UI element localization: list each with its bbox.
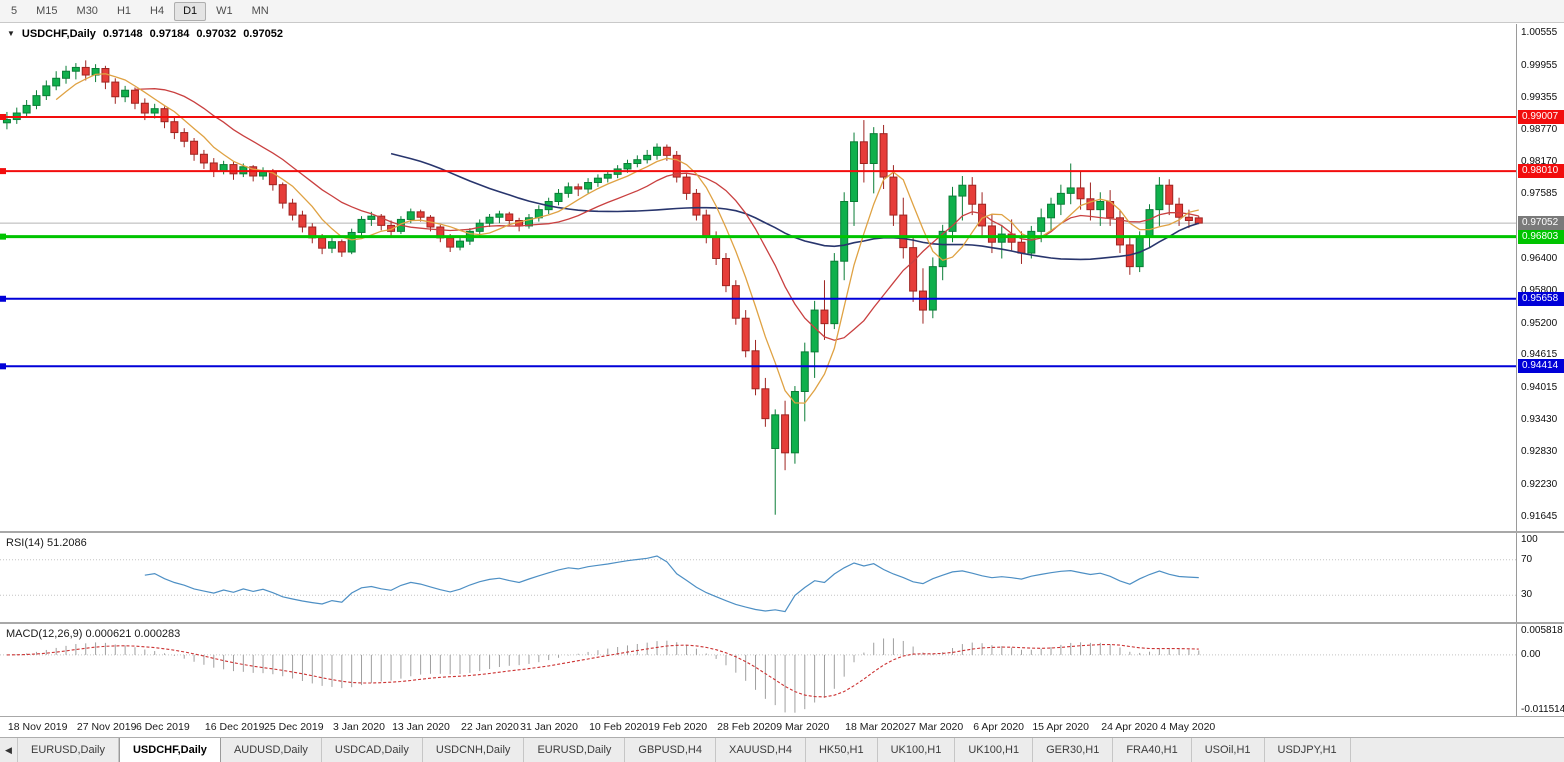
time-axis-label: 4 May 2020 — [1160, 721, 1216, 733]
timeframe-button-w1[interactable]: W1 — [216, 4, 233, 17]
time-axis-label: 25 Dec 2019 — [264, 721, 324, 733]
time-axis-label: 9 Mar 2020 — [776, 721, 830, 733]
price-tag-0.98010: 0.98010 — [1518, 164, 1564, 179]
hline-anchor — [0, 168, 6, 175]
chart-tabs-bar: ◀ EURUSD,Daily USDCHF,Daily AUDUSD,Daily USD… — [0, 737, 1564, 762]
axis-label: 0.005818 — [1521, 625, 1563, 636]
time-axis-label: 27 Nov 2019 — [76, 721, 137, 733]
ohlc-close: 0.97052 — [243, 28, 283, 40]
chart-tab-audusd-daily[interactable]: AUDUSD,Daily — [221, 738, 322, 762]
ohlc-low: 0.97032 — [196, 28, 237, 40]
chart-tab-eurusd-daily[interactable]: EURUSD,Daily — [524, 738, 626, 762]
chart-tab-gbpusd-h4[interactable]: GBPUSD,H4 — [625, 738, 716, 762]
chart-tab-ger30-h1[interactable]: GER30,H1 — [1033, 738, 1114, 762]
chart-tab-usdcnh-daily[interactable]: USDCNH,Daily — [423, 738, 525, 762]
chart-tab-uk100-h1[interactable]: UK100,H1 — [955, 738, 1034, 762]
time-axis-label: 19 Feb 2020 — [648, 721, 708, 733]
pane-separator[interactable] — [0, 531, 1564, 533]
chart-tab-usoil-h1[interactable]: USOil,H1 — [1192, 738, 1265, 762]
hline-anchor — [0, 233, 6, 240]
chart-tab-eurusd-daily[interactable]: EURUSD,Daily — [18, 738, 119, 762]
price-tag-0.94414: 0.94414 — [1518, 359, 1564, 374]
timeframe-button-m30[interactable]: M30 — [76, 4, 98, 17]
chart-tab-hk50-h1[interactable]: HK50,H1 — [806, 738, 878, 762]
timeframe-button-mn[interactable]: MN — [251, 4, 269, 17]
time-axis-label: 10 Feb 2020 — [589, 721, 649, 733]
axis-label: 0.99955 — [1521, 59, 1558, 71]
price-tag-0.99007: 0.99007 — [1518, 109, 1564, 124]
ma-slow-line — [390, 152, 1200, 261]
collapse-chart-icon[interactable]: ▼ — [7, 28, 15, 38]
hline-anchor — [0, 363, 6, 370]
time-axis-label: 22 Jan 2020 — [461, 721, 519, 733]
time-axis[interactable]: 18 Nov 2019 27 Nov 2019 6 Dec 2019 16 Dec 2… — [0, 717, 1564, 737]
time-axis-label: 31 Jan 2020 — [520, 721, 578, 733]
axis-label: 0.95200 — [1521, 317, 1558, 329]
timeframe-button-h4[interactable]: H4 — [150, 4, 165, 17]
axis-label: 0.98770 — [1521, 123, 1558, 135]
tabs-scroll-left-button[interactable]: ◀ — [0, 738, 18, 762]
chart-tab-usdcad-daily[interactable]: USDCAD,Daily — [322, 738, 423, 762]
axis-label: 0.91645 — [1521, 510, 1558, 522]
hline-anchor — [0, 295, 6, 302]
axis-label: 0.96400 — [1521, 252, 1558, 264]
timeframe-button-h1[interactable]: H1 — [116, 4, 131, 17]
price-tag-0.95658: 0.95658 — [1518, 291, 1564, 306]
rsi-line — [144, 555, 1199, 613]
time-axis-label: 15 Apr 2020 — [1032, 721, 1089, 733]
axis-label: 0.93430 — [1521, 413, 1558, 425]
time-axis-label: 24 Apr 2020 — [1101, 721, 1158, 733]
axis-label: 0.95800 — [1521, 285, 1558, 297]
rsi-indicator-label: RSI(14) 51.2086 — [6, 537, 87, 549]
chart-tab-usdjpy-h1[interactable]: USDJPY,H1 — [1265, 738, 1351, 762]
axis-label: 30 — [1521, 589, 1533, 601]
ohlc-high: 0.97184 — [149, 28, 190, 40]
timeframe-button-5[interactable]: 5 — [11, 4, 18, 17]
rsi-indicator-pane[interactable] — [0, 533, 1516, 622]
axis-label: 0.92830 — [1521, 446, 1558, 458]
time-axis-label: 6 Apr 2020 — [973, 721, 1025, 733]
ma-fast-line — [55, 73, 1199, 404]
time-axis-label: 28 Feb 2020 — [717, 721, 777, 733]
time-axis-label: 27 Mar 2020 — [904, 721, 964, 733]
axis-label: -0.011514 — [1521, 704, 1564, 715]
ohlc-open: 0.97148 — [102, 28, 143, 40]
axis-label: 0.94615 — [1521, 349, 1558, 361]
time-axis-label: 13 Jan 2020 — [392, 721, 450, 733]
pane-separator[interactable] — [0, 622, 1564, 624]
chart-symbol-label: USDCHF,Daily — [21, 28, 96, 40]
current-price-tag: 0.97052 — [1518, 216, 1564, 231]
ma-mid-line — [134, 88, 1199, 341]
axis-label: 0.98170 — [1521, 156, 1558, 168]
chart-tab-xauusd-h4[interactable]: XAUUSD,H4 — [716, 738, 806, 762]
price-axis[interactable]: 1.00555 0.99955 0.99355 0.98770 0.98170 0.975… — [1516, 24, 1564, 717]
time-axis-label: 18 Nov 2019 — [7, 721, 68, 733]
axis-label: 0.94015 — [1521, 381, 1558, 393]
chart-tab-usdchf-daily[interactable]: USDCHF,Daily — [118, 738, 221, 762]
axis-label: 0.92230 — [1521, 478, 1558, 490]
hline-anchor — [0, 113, 6, 120]
time-axis-label: 6 Dec 2019 — [135, 721, 190, 733]
price-tag-0.96803: 0.96803 — [1518, 229, 1564, 244]
timeframe-button-d1[interactable]: D1 — [174, 1, 207, 21]
timeframe-button-m15[interactable]: M15 — [36, 4, 58, 17]
time-axis-label: 16 Dec 2019 — [204, 721, 265, 733]
axis-label: 0.00 — [1521, 648, 1541, 660]
axis-label: 1.00555 — [1521, 26, 1558, 38]
axis-label: 0.97585 — [1521, 188, 1558, 200]
macd-signal-line — [6, 643, 1199, 698]
macd-indicator-pane[interactable] — [0, 624, 1516, 716]
axis-label: 70 — [1521, 553, 1533, 565]
time-axis-label: 3 Jan 2020 — [332, 721, 385, 733]
chart-tab-fra40-h1[interactable]: FRA40,H1 — [1113, 738, 1192, 762]
main-price-pane[interactable] — [0, 24, 1516, 531]
pane-separator — [0, 716, 1564, 717]
time-axis-label: 18 Mar 2020 — [845, 721, 905, 733]
axis-label: 0.99355 — [1521, 92, 1558, 104]
macd-indicator-label: MACD(12,26,9) 0.000621 0.000283 — [6, 628, 181, 640]
axis-label: 100 — [1521, 534, 1538, 545]
timeframe-toolbar: 5 M15 M30 H1 H4 D1 W1 MN — [0, 0, 1564, 23]
chart-tab-uk100-h1[interactable]: UK100,H1 — [878, 738, 956, 762]
chart-symbol-header: ▼ USDCHF,Daily 0.97148 0.97184 0.97032 0… — [7, 28, 283, 40]
